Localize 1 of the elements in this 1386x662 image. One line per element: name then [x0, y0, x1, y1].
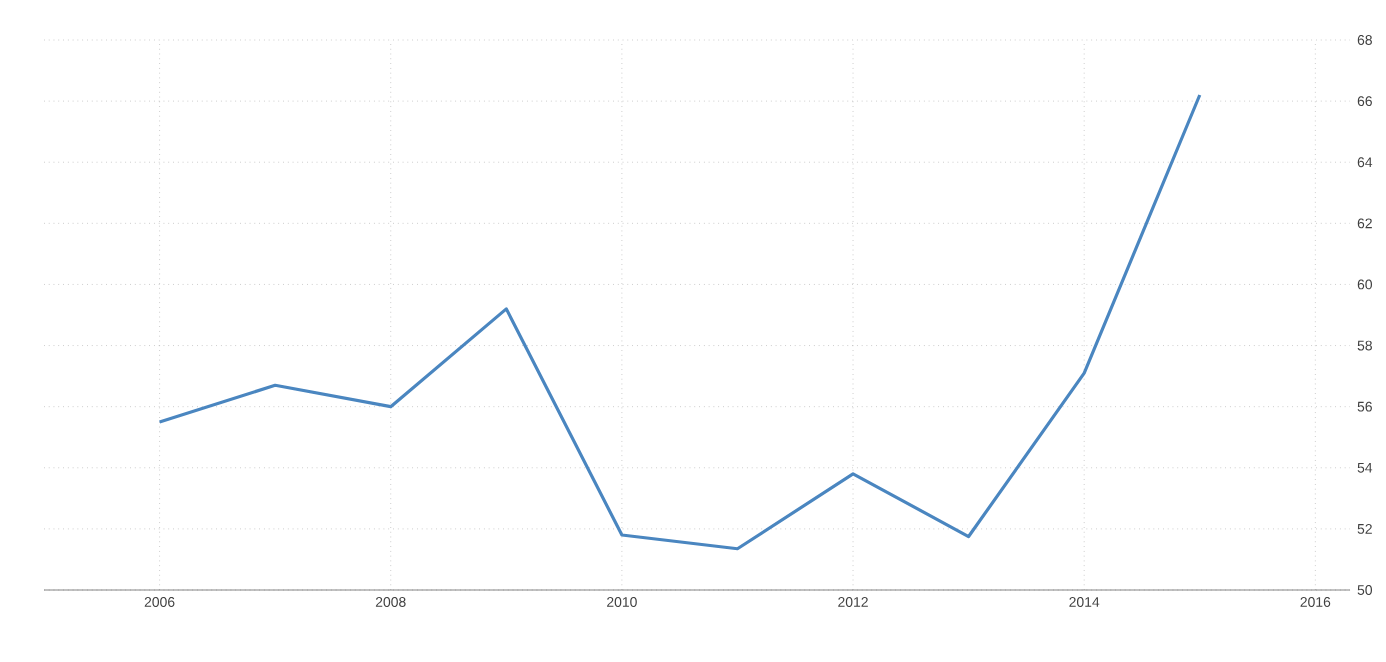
line-series [157, 93, 1202, 551]
